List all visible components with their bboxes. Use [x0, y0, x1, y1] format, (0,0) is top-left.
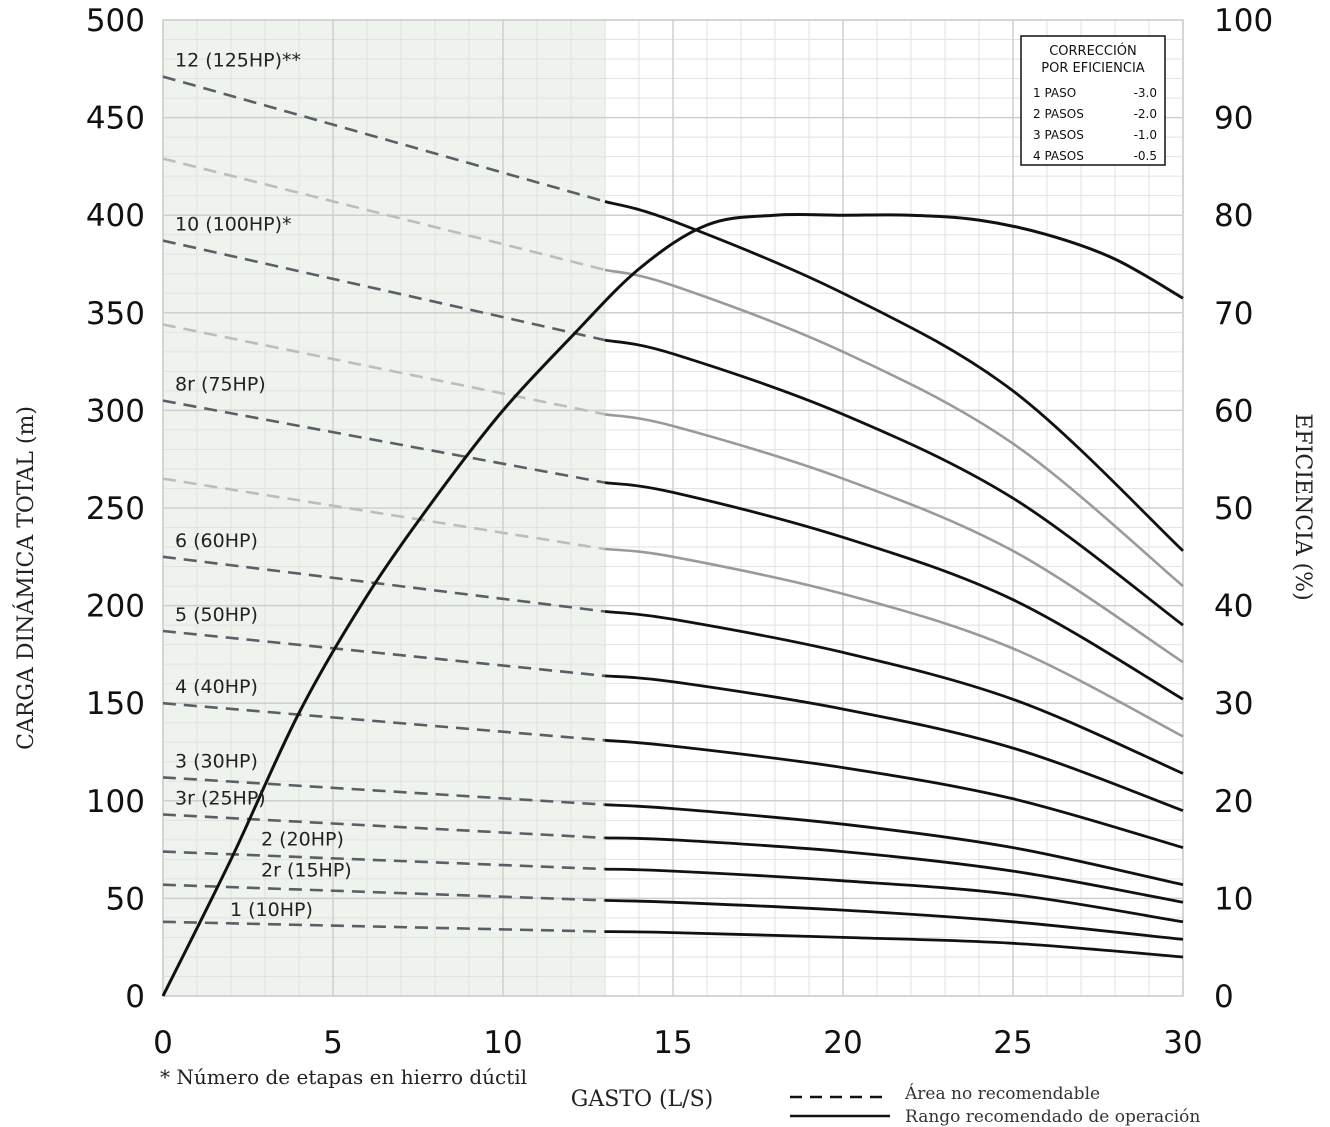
y-tick-label: 300	[86, 393, 145, 429]
head-curve-dashed	[162, 239, 606, 342]
head-curve-dashed	[162, 629, 606, 678]
legend-dashed-label: Área no recomendable	[904, 1083, 1100, 1104]
curve-label: 6 (60HP)	[175, 530, 258, 552]
y-tick-label: 400	[86, 198, 145, 234]
curve-label: 2r (15HP)	[261, 860, 352, 882]
correction-row-value: -2.0	[1134, 107, 1157, 121]
curve-label: 3r (25HP)	[175, 787, 266, 809]
y-tick-label: 500	[86, 3, 145, 39]
x-tick-label: 5	[323, 1025, 343, 1061]
curve-label: 5 (50HP)	[175, 604, 258, 626]
y2-tick-label: 0	[1214, 979, 1234, 1015]
head-curve-solid	[604, 867, 1184, 924]
y2-tick-label: 50	[1214, 491, 1253, 527]
head-curve-dashed	[162, 555, 606, 613]
head-curve-solid	[604, 200, 1184, 552]
x-tick-label: 0	[153, 1025, 173, 1061]
head-curve-solid	[604, 674, 1184, 812]
x-tick-label: 15	[653, 1025, 692, 1061]
head-curve-dashed	[162, 323, 606, 416]
head-curve-solid	[604, 610, 1184, 775]
head-curve-dashed	[162, 157, 606, 272]
correction-row-label: 2 PASOS	[1033, 107, 1084, 121]
x-axis-ticks: 0 5 10 15 20 25 30	[153, 1025, 1203, 1061]
head-curve-solid	[604, 481, 1184, 701]
y-tick-label: 450	[86, 101, 145, 137]
plot-frame	[162, 19, 1184, 997]
head-curve-solid	[604, 413, 1184, 664]
curve-label: 3 (30HP)	[175, 750, 258, 772]
efficiency-curve	[161, 212, 1184, 997]
y2-tick-label: 60	[1214, 393, 1253, 429]
y2-tick-label: 100	[1214, 3, 1273, 39]
x-tick-label: 10	[483, 1025, 522, 1061]
correction-row-label: 4 PASOS	[1033, 149, 1084, 163]
head-curves	[162, 75, 1184, 959]
y-tick-label: 0	[125, 979, 145, 1015]
curve-label: 8r (75HP)	[175, 374, 266, 396]
correction-box-frame	[1020, 35, 1166, 166]
head-curve-dashed	[162, 75, 606, 203]
head-curve-dashed	[162, 813, 606, 840]
x-tick-label: 30	[1163, 1025, 1202, 1061]
curve-label: 10 (100HP)*	[175, 214, 292, 236]
head-curve-dashed	[162, 920, 606, 933]
y-tick-label: 200	[86, 589, 145, 625]
y2-tick-label: 70	[1214, 296, 1253, 332]
correction-row-value: -3.0	[1134, 86, 1157, 100]
curve-label: 2 (20HP)	[261, 829, 344, 851]
y-tick-label: 350	[86, 296, 145, 332]
line-style-legend: Área no recomendable Rango recomendado d…	[790, 1083, 1200, 1127]
head-curve-solid	[604, 803, 1184, 887]
y2-tick-label: 40	[1214, 589, 1253, 625]
head-curve-solid	[604, 899, 1184, 941]
head-curve-solid	[604, 836, 1184, 904]
correction-row-value: -1.0	[1134, 128, 1157, 142]
footnote: * Número de etapas en hierro dúctil	[160, 1065, 527, 1089]
y2-tick-label: 20	[1214, 784, 1253, 820]
y2-axis-title: EFICIENCIA (%)	[1290, 413, 1315, 600]
head-curve-dashed	[162, 399, 606, 484]
head-curve-dashed	[162, 883, 606, 902]
head-curve-solid	[604, 738, 1184, 849]
y2-axis-ticks: 0 10 20 30 40 50 60 70 80 90 100	[1214, 3, 1273, 1015]
correction-row-label: 3 PASOS	[1033, 128, 1084, 142]
correction-box-title-2: POR EFICIENCIA	[1041, 61, 1145, 76]
head-curve-solid	[604, 547, 1184, 738]
head-curve-dashed	[162, 701, 606, 742]
curve-labels: 1 (10HP) 2r (15HP) 2 (20HP) 3r (25HP) 3 (30H…	[175, 50, 352, 921]
y-tick-label: 100	[86, 784, 145, 820]
curve-label: 12 (125HP)**	[175, 50, 301, 72]
y2-tick-label: 90	[1214, 101, 1253, 137]
correction-box-title-1: CORRECCIÓN	[1049, 43, 1137, 59]
head-curve-dashed	[162, 776, 606, 806]
correction-row-label: 1 PASO	[1033, 86, 1076, 100]
y-axis-title: CARGA DINÁMICA TOTAL (m)	[12, 406, 39, 750]
x-tick-label: 25	[993, 1025, 1032, 1061]
head-curve-solid	[604, 338, 1184, 627]
x-tick-label: 20	[823, 1025, 862, 1061]
head-curve-dashed	[162, 477, 606, 551]
y2-tick-label: 30	[1214, 686, 1253, 722]
head-curve-solid	[604, 268, 1184, 588]
legend-solid-label: Rango recomendado de operación	[905, 1107, 1200, 1127]
y-axis-ticks: 0 50 100 150 200 250 300 350 400 450 500	[86, 3, 145, 1015]
correction-row-value: -0.5	[1134, 149, 1157, 163]
y-tick-label: 150	[86, 686, 145, 722]
head-curve-solid	[604, 930, 1184, 959]
y-tick-label: 250	[86, 491, 145, 527]
head-curve-dashed	[162, 850, 606, 871]
curve-label: 1 (10HP)	[230, 899, 313, 921]
x-axis-title: GASTO (L/S)	[571, 1087, 714, 1112]
curve-label: 4 (40HP)	[175, 676, 258, 698]
correction-box: CORRECCIÓN POR EFICIENCIA 1 PASO -3.0 2 …	[1020, 35, 1166, 166]
y2-tick-label: 80	[1214, 198, 1253, 234]
y-tick-label: 50	[106, 881, 145, 917]
y2-tick-label: 10	[1214, 881, 1253, 917]
